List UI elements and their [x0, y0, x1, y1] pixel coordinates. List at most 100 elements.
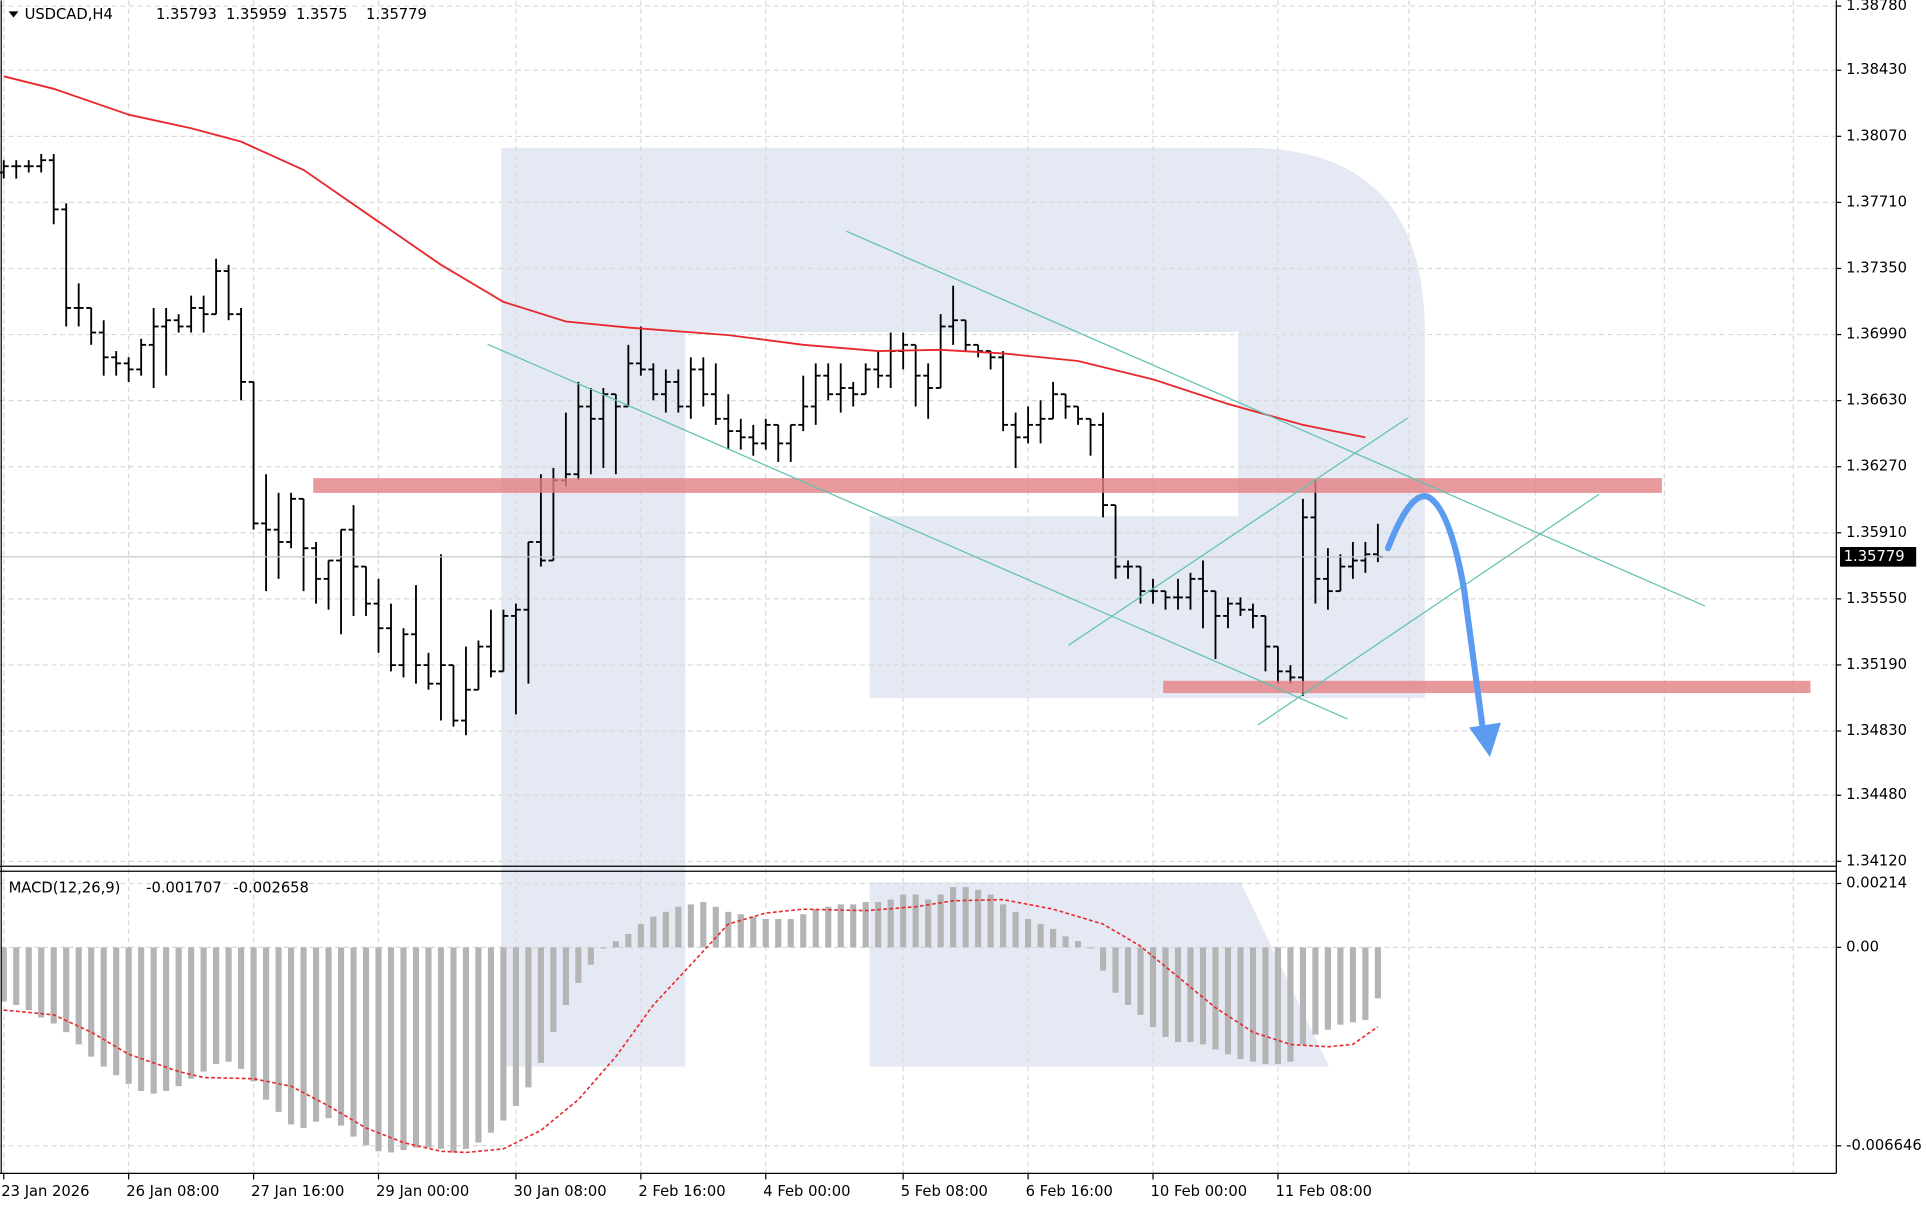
macd-bar [50, 947, 57, 1024]
macd-bar [812, 909, 819, 948]
x-tick-label: 26 Jan 08:00 [126, 1183, 219, 1200]
macd-bar [537, 947, 544, 1063]
macd-bar [350, 947, 357, 1137]
macd-bar [450, 947, 457, 1153]
macd-bar [1249, 947, 1257, 1062]
x-tick-label: 4 Feb 00:00 [763, 1183, 850, 1200]
macd-bar [1137, 947, 1144, 1015]
macd-bar [900, 894, 907, 948]
macd-bar [75, 947, 82, 1045]
macd-bar [88, 947, 95, 1057]
macd-bar [1362, 947, 1369, 1020]
frame [0, 0, 1837, 1174]
macd-bar [512, 947, 519, 1106]
macd-bar [1287, 947, 1294, 1062]
macd-bar [0, 947, 7, 1002]
y-tick-label: 1.36990 [1846, 326, 1907, 343]
macd-bar [437, 947, 445, 1149]
x-tick-label: 2 Feb 16:00 [638, 1183, 725, 1200]
macd-bar [238, 947, 245, 1069]
macd-bar [1374, 947, 1381, 999]
macd-bar [275, 947, 282, 1112]
macd-bar [38, 947, 45, 1018]
macd-bar [712, 906, 719, 948]
main-header: USDCAD,H4 1.35793 1.35959 1.3575 1.35779 [8, 6, 427, 23]
macd-bar [987, 894, 994, 948]
macd-bar [1112, 947, 1119, 993]
macd-bar [575, 947, 582, 983]
y-tick-label: 1.36270 [1846, 458, 1907, 475]
macd-bar [287, 947, 295, 1125]
y-tick-label: 1.38070 [1846, 127, 1907, 144]
macd-bar [25, 947, 32, 1011]
macd-bar [1274, 947, 1282, 1065]
macd-bar [375, 947, 382, 1152]
x-tick-label: 5 Feb 08:00 [901, 1183, 988, 1200]
macd-bar [163, 947, 170, 1091]
macd-bar [612, 941, 619, 948]
macd-bar [562, 947, 569, 1005]
x-tick-label: 30 Jan 08:00 [513, 1183, 606, 1200]
macd-bar [1324, 947, 1331, 1030]
current-price-label: 1.35779 [1844, 548, 1905, 565]
macd-bar [1037, 924, 1044, 948]
macd-bar [787, 919, 794, 948]
header-open: 1.35793 [156, 6, 217, 23]
x-tick-label: 11 Feb 08:00 [1275, 1183, 1372, 1200]
x-tick-label: 29 Jan 00:00 [376, 1183, 469, 1200]
y-tick-label: 1.35910 [1846, 524, 1907, 541]
macd-bar [1124, 947, 1132, 1005]
drawings [313, 230, 1811, 757]
x-tick-label: 27 Jan 16:00 [251, 1183, 344, 1200]
y-tick-label: 1.34830 [1846, 722, 1907, 739]
macd-bar [937, 894, 944, 948]
macd-bar [737, 914, 744, 948]
macd-bar [300, 947, 307, 1128]
macd-bar [113, 947, 120, 1076]
macd-bar [925, 899, 932, 948]
signal-line [3, 898, 1379, 1154]
macd-bar [250, 947, 257, 1082]
trend-line [1068, 417, 1408, 646]
y-tick-label: -0.006646 [1846, 1137, 1922, 1154]
macd-bar [800, 914, 807, 948]
y-tick-label: 1.37710 [1846, 193, 1907, 210]
macd-bar [387, 947, 395, 1153]
macd-bar [1299, 947, 1306, 1045]
y-tick-label: 1.34120 [1846, 852, 1907, 869]
macd-bar [487, 947, 495, 1133]
macd-bar [662, 911, 669, 948]
macd-bar [1224, 947, 1232, 1055]
macd-bar [912, 894, 919, 948]
macd-bar [550, 947, 557, 1033]
macd-bar [675, 906, 682, 948]
y-tick-label: 0.00 [1846, 938, 1879, 955]
moving-average [3, 75, 1366, 439]
macd-bar [1349, 947, 1356, 1023]
macd-bar [100, 947, 107, 1067]
trend-line [487, 343, 1348, 720]
header-arrow [8, 11, 19, 18]
macd-bar [1187, 947, 1194, 1043]
macd-bar [625, 933, 632, 948]
macd-bar [725, 911, 732, 948]
signal-value: -0.002658 [233, 879, 309, 896]
macd-bar [325, 947, 332, 1119]
macd-bar [837, 904, 844, 948]
macd-bar [200, 947, 207, 1072]
x-tick-label: 23 Jan 2026 [1, 1183, 89, 1200]
marks [0, 75, 1837, 1154]
macd-bar [1025, 919, 1032, 948]
macd-bar [500, 947, 507, 1121]
watermark-logo [501, 147, 1425, 1067]
macd-title: MACD(12,26,9) [9, 879, 121, 896]
macd-bar [775, 919, 782, 948]
x-tick-label: 10 Feb 00:00 [1151, 1183, 1248, 1200]
macd-bar [225, 947, 232, 1062]
y-tick-label: 1.35190 [1846, 656, 1907, 673]
trend-line [846, 230, 1706, 607]
macd-bar [1262, 947, 1269, 1065]
macd-bar [462, 947, 470, 1149]
symbol-title: USDCAD,H4 [25, 6, 113, 23]
